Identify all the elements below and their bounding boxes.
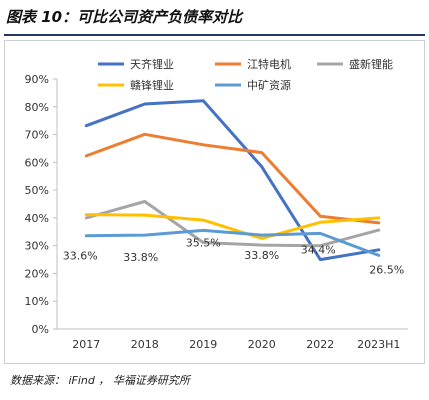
y-tick-label: 80% <box>25 101 49 114</box>
series-line-1 <box>84 99 381 262</box>
y-tick-label: 0% <box>32 323 49 336</box>
y-tick-label: 30% <box>25 240 49 253</box>
legend-label: 天齐锂业 <box>130 57 174 71</box>
chart-frame <box>4 40 425 364</box>
legend-label: 中矿资源 <box>247 78 291 92</box>
x-tick-label: 2023H1 <box>357 338 400 351</box>
series-line-4 <box>84 213 381 240</box>
x-tick-label: 2020 <box>248 338 276 351</box>
legend-label: 盛新锂能 <box>349 57 393 71</box>
data-label: 35.5% <box>186 236 221 249</box>
x-tick-label: 2022 <box>306 338 334 351</box>
legend-label: 赣锋锂业 <box>130 78 174 92</box>
x-tick-label: 2018 <box>131 338 159 351</box>
y-tick-label: 40% <box>25 212 49 225</box>
y-tick-label: 60% <box>25 156 49 169</box>
y-tick-label: 20% <box>25 267 49 280</box>
legend-label: 江特电机 <box>247 57 291 71</box>
y-tick-label: 70% <box>25 129 49 142</box>
data-label: 26.5% <box>369 263 404 276</box>
figure-title: 图表 10：可比公司资产负债率对比 <box>6 8 243 26</box>
data-label: 33.6% <box>63 250 98 263</box>
series-line-2 <box>84 132 381 225</box>
source-note: 数据来源： iFind ， 华福证券研究所 <box>10 374 190 387</box>
x-tick-label: 2017 <box>72 338 100 351</box>
title-rule <box>4 34 425 36</box>
data-label: 34.4% <box>301 243 336 256</box>
series-line-5 <box>84 228 381 257</box>
y-tick-label: 10% <box>25 295 49 308</box>
data-label: 33.8% <box>123 251 158 264</box>
x-tick-label: 2019 <box>189 338 217 351</box>
data-label: 33.8% <box>244 249 279 262</box>
y-tick-label: 50% <box>25 184 49 197</box>
y-tick-label: 90% <box>25 73 49 86</box>
series-line-3 <box>84 200 381 248</box>
